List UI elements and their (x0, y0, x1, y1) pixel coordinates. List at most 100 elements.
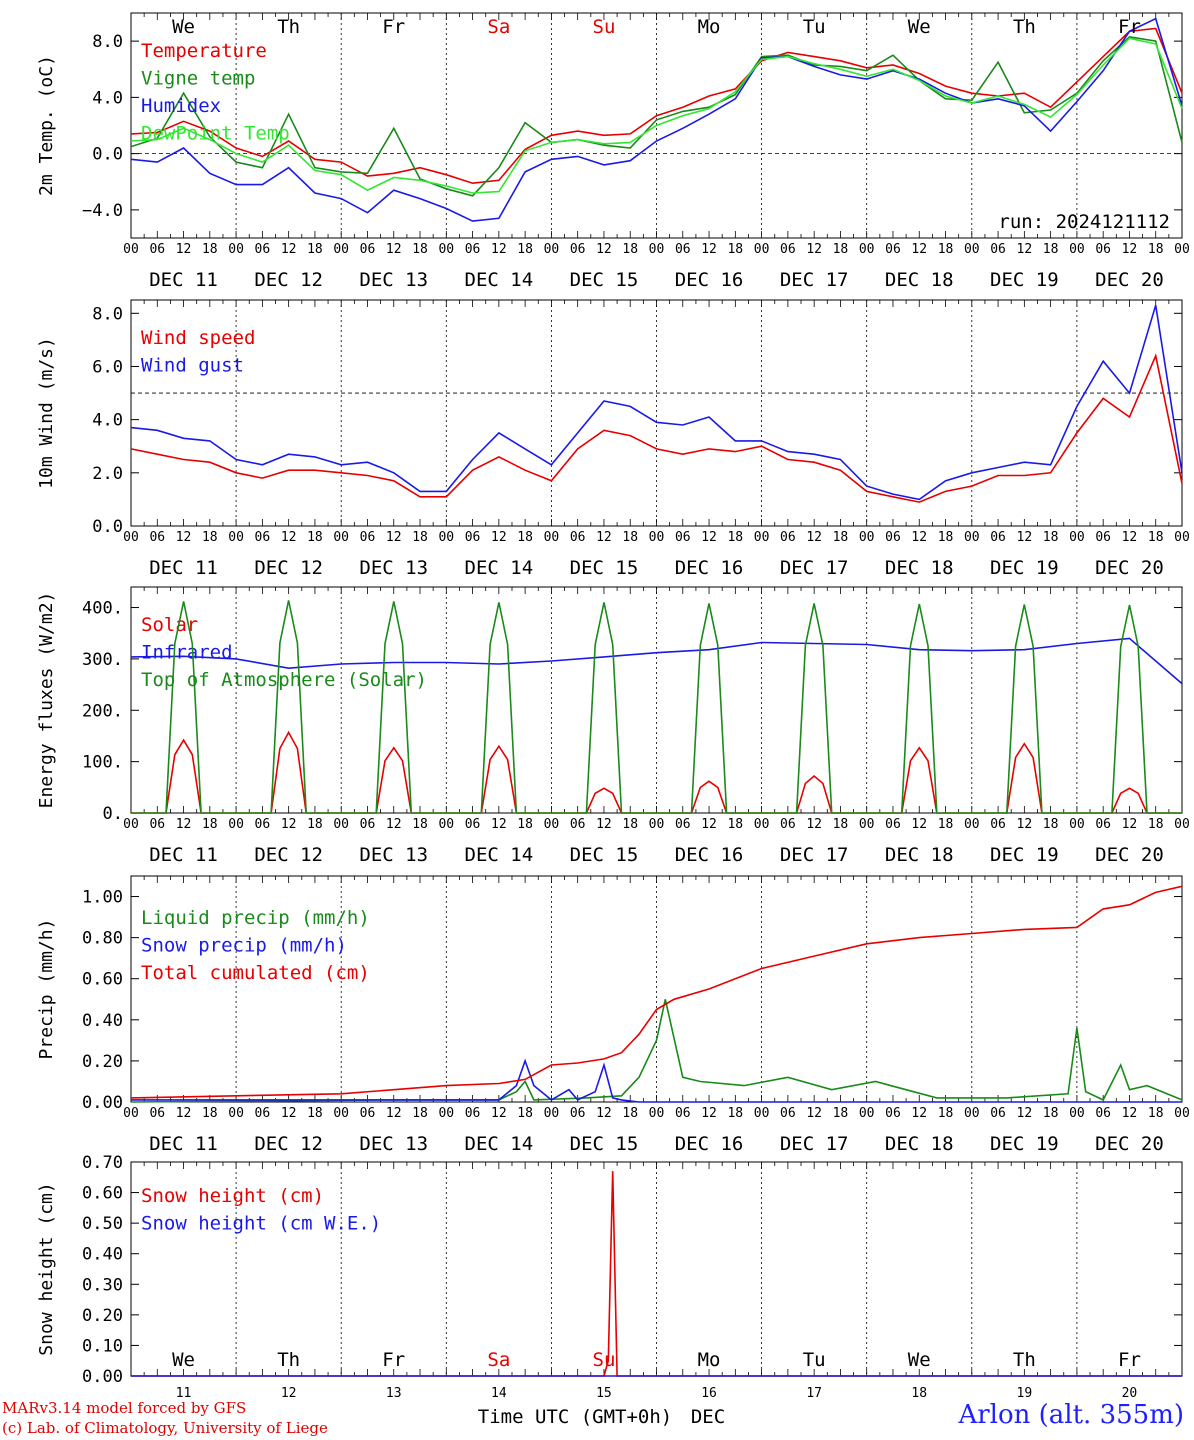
hour-label: 00 (123, 530, 139, 545)
y-tick-label: 6.0 (92, 357, 123, 377)
hour-label: 06 (990, 1106, 1006, 1121)
hour-label: 18 (1148, 817, 1164, 832)
hour-label: 00 (1069, 242, 1085, 257)
hour-label: 00 (544, 817, 560, 832)
hour-label: 06 (885, 817, 901, 832)
hour-label: 00 (438, 530, 454, 545)
hour-label: 18 (1043, 530, 1059, 545)
date-label: DEC 15 (570, 1133, 639, 1155)
hour-label: 06 (780, 1106, 796, 1121)
hour-label: 12 (1122, 1106, 1138, 1121)
legend-entry: Snow precip (mm/h) (141, 935, 347, 957)
hour-label: 18 (412, 817, 428, 832)
hour-label: 18 (202, 1106, 218, 1121)
legend-entry: Liquid precip (mm/h) (141, 907, 370, 929)
hour-label: 06 (675, 1106, 691, 1121)
hour-label: 12 (911, 817, 927, 832)
date-label: DEC 20 (1095, 1133, 1164, 1155)
hour-label: 12 (281, 530, 297, 545)
hour-label: 18 (412, 1106, 428, 1121)
series-line-4 (130, 37, 1183, 194)
weekday-label: Fr (382, 1349, 405, 1371)
date-label: DEC 17 (780, 844, 849, 866)
date-label: DEC 19 (990, 557, 1059, 579)
weekday-label: Fr (382, 16, 405, 38)
hour-label: 00 (1174, 530, 1190, 545)
legend-entry: Wind speed (141, 327, 255, 349)
hour-label: 06 (885, 530, 901, 545)
hour-label: 06 (1095, 242, 1111, 257)
series-line-3 (130, 885, 1183, 1099)
hour-label: 06 (360, 1106, 376, 1121)
day-number: 18 (911, 1386, 927, 1401)
weekday-label: We (172, 16, 195, 38)
hour-label: 06 (149, 817, 165, 832)
date-label: DEC 18 (885, 1133, 954, 1155)
hour-label: 06 (780, 242, 796, 257)
hour-label: 06 (255, 530, 271, 545)
hour-label: 06 (255, 242, 271, 257)
weekday-label: Mo (698, 1349, 721, 1371)
hour-label: 12 (806, 817, 822, 832)
legend-entry: Humidex (141, 95, 221, 117)
y-tick-label: 0.40 (82, 1245, 123, 1265)
legend-entry: Total cumulated (cm) (141, 962, 370, 984)
hour-label: 06 (1095, 817, 1111, 832)
hour-label: 06 (570, 242, 586, 257)
hour-label: 12 (386, 530, 402, 545)
hour-label: 06 (885, 242, 901, 257)
hour-label: 12 (491, 1106, 507, 1121)
hour-label: 12 (1122, 817, 1138, 832)
hour-label: 00 (649, 817, 665, 832)
x-axis-title: Time UTC (GMT+0h) (478, 1406, 672, 1428)
hour-label: 18 (833, 1106, 849, 1121)
hour-label: 12 (701, 817, 717, 832)
y-tick-label: 8.0 (92, 32, 123, 52)
hour-label: 06 (675, 242, 691, 257)
hour-label: 12 (701, 1106, 717, 1121)
hour-label: 12 (596, 242, 612, 257)
hour-label: 00 (438, 1106, 454, 1121)
hour-label: 00 (1069, 1106, 1085, 1121)
date-label: DEC 11 (149, 1133, 218, 1155)
hour-label: 18 (938, 242, 954, 257)
hour-label: 18 (1043, 1106, 1059, 1121)
hour-label: 00 (438, 242, 454, 257)
hour-label: 12 (596, 1106, 612, 1121)
hour-label: 18 (202, 530, 218, 545)
hour-label: 12 (491, 817, 507, 832)
y-tick-label: −4.0 (82, 201, 123, 221)
hour-label: 06 (990, 242, 1006, 257)
date-label: DEC 15 (570, 557, 639, 579)
hour-label: 00 (123, 1106, 139, 1121)
date-label: DEC 14 (465, 269, 534, 291)
y-axis-title: 2m Temp. (oC) (36, 55, 57, 196)
hour-label: 00 (544, 242, 560, 257)
hour-label: 12 (491, 242, 507, 257)
hour-label: 00 (228, 530, 244, 545)
date-label: DEC 14 (465, 1133, 534, 1155)
date-label: DEC 13 (359, 269, 428, 291)
hour-label: 12 (701, 242, 717, 257)
hour-label: 18 (517, 242, 533, 257)
date-label: DEC 19 (990, 269, 1059, 291)
hour-label: 18 (727, 817, 743, 832)
hour-label: 12 (1017, 242, 1033, 257)
weekday-label: Sa (487, 1349, 510, 1371)
weekday-label: Th (277, 16, 300, 38)
weekday-label: Mo (698, 16, 721, 38)
date-label: DEC 18 (885, 844, 954, 866)
hour-label: 00 (333, 530, 349, 545)
hour-label: 00 (333, 1106, 349, 1121)
y-tick-label: 100. (82, 753, 123, 773)
legend-entry: Snow height (cm) (141, 1185, 324, 1207)
series-line-3 (130, 17, 1183, 222)
panel-wind: 0.0 2.0 4.0 6.0 8.0 10m Wind (m/s) Wind speed W… (36, 299, 1190, 579)
hour-label: 06 (360, 242, 376, 257)
hour-label: 00 (123, 817, 139, 832)
y-tick-label: 4.0 (92, 411, 123, 431)
y-tick-label: 0.0 (92, 517, 123, 537)
hour-label: 18 (727, 530, 743, 545)
hour-label: 18 (307, 242, 323, 257)
